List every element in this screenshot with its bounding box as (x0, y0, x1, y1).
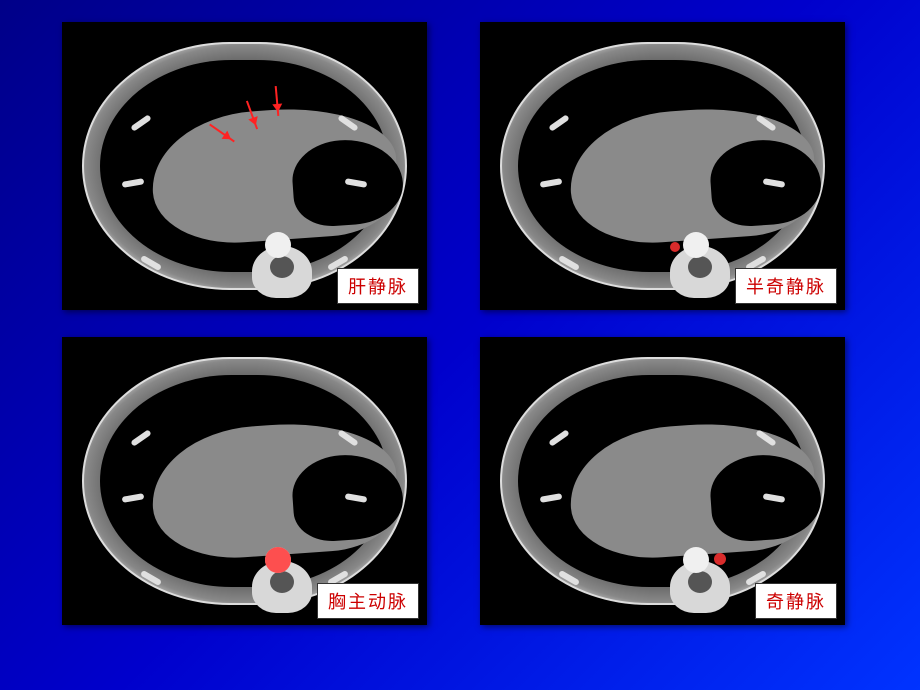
thorax-cavity (518, 375, 807, 587)
rib (122, 178, 145, 188)
ct-image (62, 337, 427, 625)
highlight-aorta (265, 547, 291, 573)
ct-image (480, 22, 845, 310)
thorax-cavity (518, 60, 807, 272)
aorta (265, 232, 291, 258)
panel-label: 胸主动脉 (317, 583, 419, 619)
rib (540, 493, 563, 503)
liver (148, 417, 401, 564)
rib (130, 114, 151, 132)
rib (548, 429, 569, 447)
rib (122, 493, 145, 503)
thorax-cavity (100, 375, 389, 587)
ct-panel-thoracic-aorta: 胸主动脉 (62, 337, 427, 625)
ct-image (62, 22, 427, 310)
liver (148, 102, 401, 249)
ct-panel-hepatic-vein: 肝静脉 (62, 22, 427, 310)
ct-panel-azygos: 奇静脉 (480, 337, 845, 625)
highlight-hemiazygos (670, 242, 680, 252)
rib (548, 114, 569, 132)
rib (540, 178, 563, 188)
panel-label: 肝静脉 (337, 268, 419, 304)
aorta (683, 232, 709, 258)
rib (130, 429, 151, 447)
liver (566, 102, 819, 249)
ct-panel-hemiazygos: 半奇静脉 (480, 22, 845, 310)
slide: 肝静脉 半奇静脉 (0, 0, 920, 690)
highlight-azygos (714, 553, 726, 565)
aorta (683, 547, 709, 573)
panel-label: 半奇静脉 (735, 268, 837, 304)
liver (566, 417, 819, 564)
panel-label: 奇静脉 (755, 583, 837, 619)
ct-image (480, 337, 845, 625)
thorax-cavity (100, 60, 389, 272)
